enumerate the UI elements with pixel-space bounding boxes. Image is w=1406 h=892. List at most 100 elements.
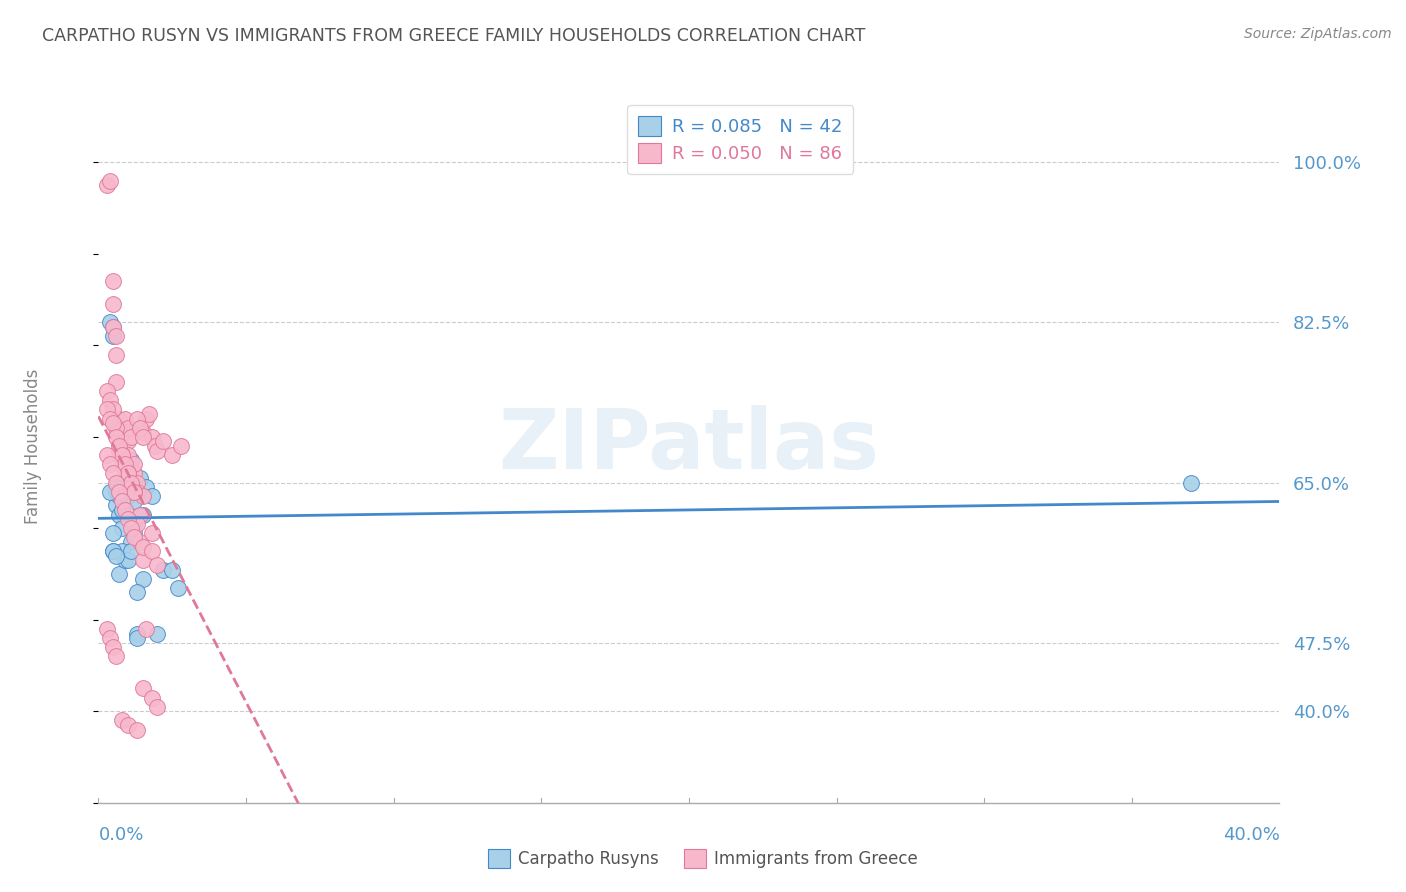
Point [114,411,136,425]
Point [125,626,148,640]
Point [128,471,150,485]
Point [98,411,121,425]
Point [152,562,174,576]
Point [103,402,125,417]
Point [120,521,142,535]
Point [105,649,128,664]
Point [132,489,155,503]
Point [170,439,193,453]
Point [146,699,169,714]
Point [117,420,139,434]
Point [117,489,139,503]
Point [125,516,148,531]
Point [103,274,125,288]
Point [103,640,125,655]
Point [141,690,163,705]
Point [103,320,125,334]
Point [162,448,183,462]
Point [111,714,134,728]
Point [117,462,139,476]
Point [141,544,163,558]
Point [114,458,136,472]
Point [96,622,118,636]
Point [162,562,183,576]
Point [135,622,157,636]
Point [132,430,155,444]
Point [122,494,145,508]
Point [96,448,118,462]
Point [96,384,118,398]
Point [120,480,142,494]
Text: CARPATHO RUSYN VS IMMIGRANTS FROM GREECE FAMILY HOUSEHOLDS CORRELATION CHART: CARPATHO RUSYN VS IMMIGRANTS FROM GREECE… [42,27,866,45]
Point [117,448,139,462]
Point [105,480,128,494]
Point [98,631,121,645]
Point [108,411,131,425]
Point [98,174,121,188]
Point [125,631,148,645]
Point [138,407,160,421]
Point [98,484,121,499]
Point [120,535,142,549]
Point [125,484,148,499]
Point [128,420,150,434]
Point [111,452,134,467]
Point [141,430,163,444]
Point [105,347,128,361]
Point [105,430,128,444]
Point [111,448,134,462]
Point [122,531,145,545]
Point [111,544,134,558]
Point [122,484,145,499]
Point [122,516,145,531]
Point [103,320,125,334]
Point [108,439,131,453]
Point [108,420,131,434]
Point [117,475,139,490]
Point [122,484,145,499]
Text: Family Households: Family Households [24,368,42,524]
Point [1180,475,1202,490]
Point [120,544,142,558]
Point [114,503,136,517]
Point [146,626,169,640]
Text: 0.0%: 0.0% [98,826,143,844]
Point [143,439,166,453]
Point [111,503,134,517]
Point [120,452,142,467]
Point [117,553,139,567]
Point [111,521,134,535]
Text: 40.0%: 40.0% [1223,826,1279,844]
Point [103,416,125,430]
Point [114,425,136,440]
Point [108,567,131,582]
Point [103,544,125,558]
Text: Source: ZipAtlas.com: Source: ZipAtlas.com [1244,27,1392,41]
Point [135,411,157,425]
Point [120,475,142,490]
Point [132,540,155,554]
Point [117,718,139,732]
Point [96,402,118,417]
Point [103,297,125,311]
Point [111,448,134,462]
Legend: R = 0.085   N = 42, R = 0.050   N = 86: R = 0.085 N = 42, R = 0.050 N = 86 [627,105,853,174]
Point [132,425,155,440]
Point [125,723,148,737]
Point [117,467,139,481]
Point [108,443,131,458]
Point [103,544,125,558]
Point [114,462,136,476]
Point [105,484,128,499]
Point [111,439,134,453]
Point [108,508,131,522]
Point [120,430,142,444]
Point [122,467,145,481]
Point [111,494,134,508]
Point [98,393,121,408]
Point [125,475,148,490]
Point [132,681,155,696]
Point [146,443,169,458]
Point [105,549,128,563]
Point [105,329,128,343]
